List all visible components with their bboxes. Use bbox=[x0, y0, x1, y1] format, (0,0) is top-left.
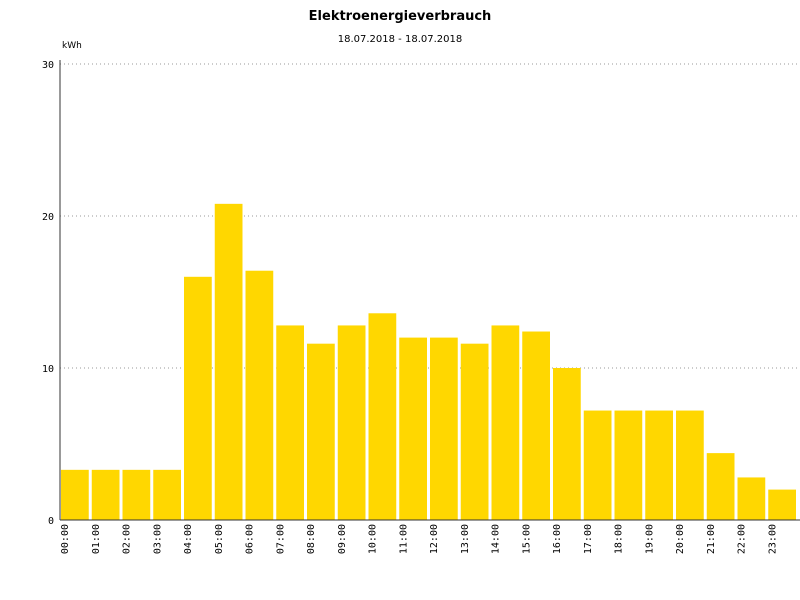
y-tick-label: 20 bbox=[42, 212, 54, 223]
bar-2000 bbox=[676, 410, 704, 520]
bar-1500 bbox=[522, 331, 550, 520]
x-tick-label: 23:00 bbox=[767, 524, 778, 554]
x-tick-label: 13:00 bbox=[460, 524, 471, 554]
bar-1200 bbox=[430, 337, 458, 520]
y-tick-label: 30 bbox=[42, 60, 54, 71]
x-tick-label: 06:00 bbox=[245, 524, 256, 554]
bar-0900 bbox=[337, 325, 366, 520]
bar-1300 bbox=[460, 343, 489, 520]
y-tick-labels: 0 10 20 30 bbox=[42, 60, 54, 527]
bar-1400 bbox=[491, 325, 520, 520]
x-tick-label: 19:00 bbox=[644, 524, 655, 554]
bar-0700 bbox=[276, 325, 304, 520]
x-tick-label: 09:00 bbox=[337, 524, 348, 554]
bar-2300 bbox=[768, 489, 796, 520]
chart-title: Elektroenergieverbrauch bbox=[309, 9, 492, 24]
bar-0000 bbox=[61, 469, 89, 520]
x-tick-label: 12:00 bbox=[429, 524, 440, 554]
x-tick-label: 20:00 bbox=[675, 524, 686, 554]
x-tick-label: 11:00 bbox=[398, 524, 409, 554]
x-tick-label: 05:00 bbox=[214, 524, 225, 554]
x-tick-labels: 00:00 01:00 02:00 03:00 04:00 05:00 06:00 07:00… bbox=[60, 524, 778, 554]
bar-1000 bbox=[368, 313, 397, 520]
bar-1100 bbox=[399, 337, 427, 520]
bar-0500 bbox=[214, 203, 243, 520]
x-tick-label: 18:00 bbox=[614, 524, 625, 554]
x-tick-label: 15:00 bbox=[521, 524, 532, 554]
bars bbox=[61, 203, 796, 520]
x-tick-label: 21:00 bbox=[706, 524, 717, 554]
bar-1900 bbox=[645, 410, 673, 520]
bar-0800 bbox=[307, 343, 335, 520]
x-tick-label: 17:00 bbox=[583, 524, 594, 554]
y-axis-unit-label: kWh bbox=[62, 41, 82, 51]
bar-1700 bbox=[583, 410, 612, 520]
y-tick-label: 0 bbox=[48, 516, 54, 527]
x-tick-label: 07:00 bbox=[275, 524, 286, 554]
bar-0600 bbox=[245, 270, 274, 520]
y-tick-label: 10 bbox=[42, 364, 54, 375]
gridlines bbox=[60, 63, 800, 369]
x-tick-label: 00:00 bbox=[60, 524, 71, 554]
bar-0400 bbox=[184, 276, 212, 520]
x-tick-label: 04:00 bbox=[183, 524, 194, 554]
x-tick-label: 16:00 bbox=[552, 524, 563, 554]
bar-1800 bbox=[614, 410, 643, 520]
bar-0100 bbox=[91, 469, 120, 520]
bar-0300 bbox=[153, 469, 181, 520]
x-tick-label: 10:00 bbox=[368, 524, 379, 554]
chart-subtitle: 18.07.2018 - 18.07.2018 bbox=[338, 34, 462, 45]
bar-0200 bbox=[122, 469, 151, 520]
bar-1600 bbox=[553, 368, 581, 520]
x-tick-label: 08:00 bbox=[306, 524, 317, 554]
x-tick-label: 03:00 bbox=[152, 524, 163, 554]
x-tick-label: 14:00 bbox=[491, 524, 502, 554]
bar-2200 bbox=[737, 477, 766, 520]
bar-2100 bbox=[706, 453, 735, 520]
x-tick-label: 22:00 bbox=[737, 524, 748, 554]
x-tick-label: 02:00 bbox=[122, 524, 133, 554]
x-tick-label: 01:00 bbox=[91, 524, 102, 554]
